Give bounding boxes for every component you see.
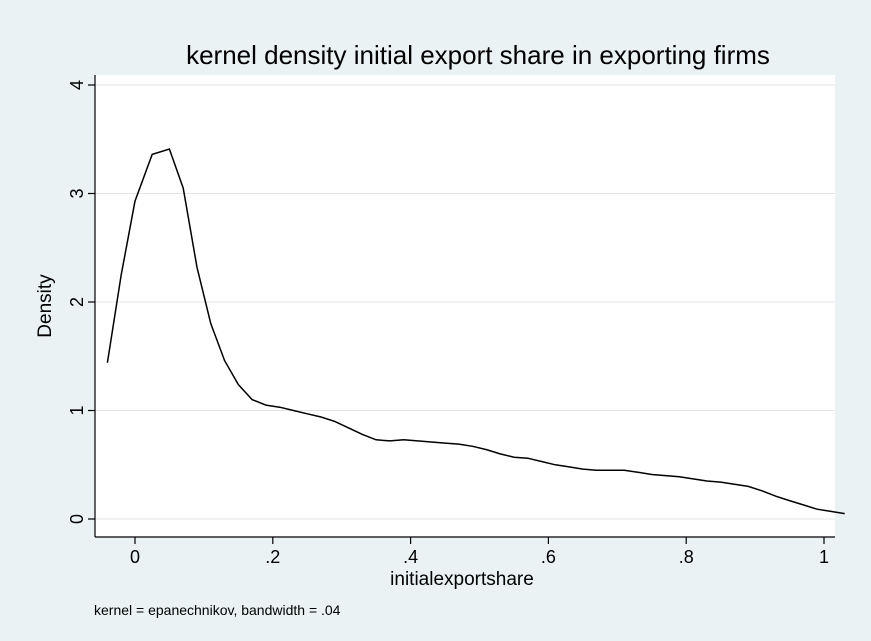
x-tick-label: 1 <box>819 547 829 567</box>
density-curve <box>106 148 845 515</box>
y-axis-label: Density <box>35 274 56 338</box>
y-tick-label: 0 <box>67 514 87 524</box>
x-tick-label: .2 <box>265 547 280 567</box>
chart-title: kernel density initial export share in e… <box>186 40 770 70</box>
x-tick-label: .8 <box>679 547 694 567</box>
x-tick-label: 0 <box>130 547 140 567</box>
x-axis-label: initialexportshare <box>390 569 534 590</box>
axis-ticks: 0 1 2 3 4 0 .2 .4 .6 .8 1 <box>67 80 829 567</box>
y-tick-label: 4 <box>67 80 87 90</box>
y-tick-label: 3 <box>67 188 87 198</box>
x-tick-label: .6 <box>541 547 556 567</box>
y-tick-label: 1 <box>67 405 87 415</box>
x-tick-label: .4 <box>403 547 418 567</box>
grid-lines <box>95 84 835 520</box>
kernel-note: kernel = epanechnikov, bandwidth = .04 <box>94 602 341 618</box>
plot-area <box>95 75 835 537</box>
y-tick-label: 2 <box>67 297 87 307</box>
